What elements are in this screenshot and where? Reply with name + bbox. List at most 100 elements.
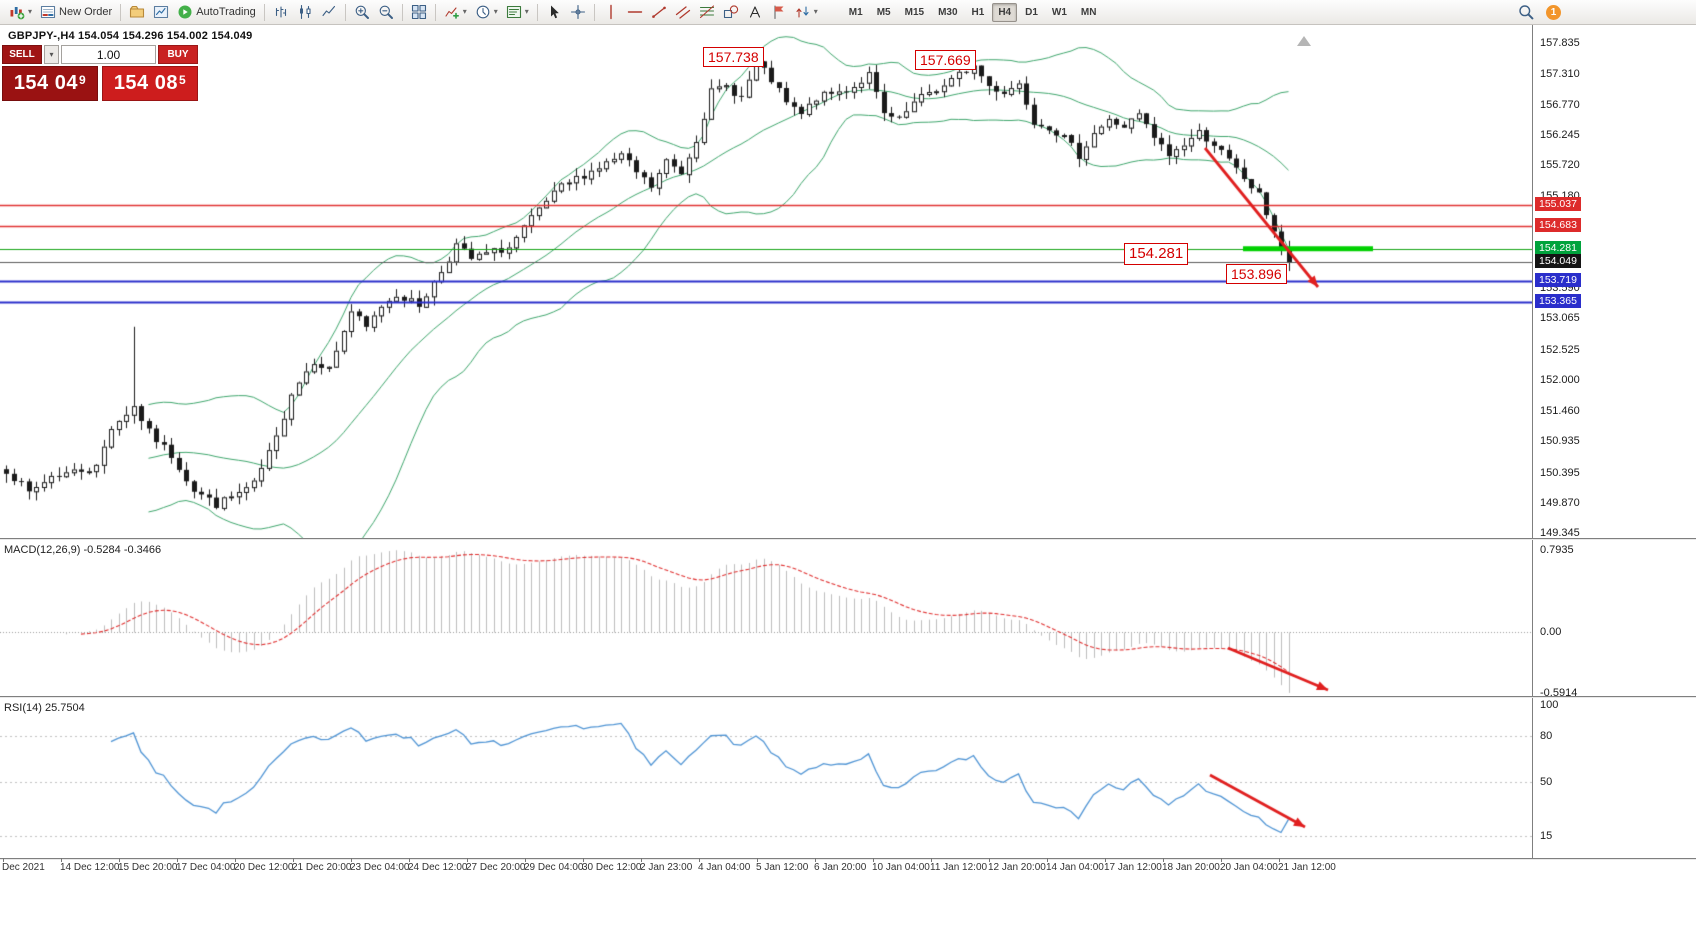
timeframe-d1[interactable]: D1 [1025, 6, 1038, 18]
templates-icon [506, 4, 522, 20]
horizontal-line-button[interactable] [623, 2, 647, 23]
shapes-button[interactable] [719, 2, 743, 23]
price-annotation[interactable]: 157.738 [703, 47, 764, 68]
volume-dropdown-caret-icon[interactable]: ▾ [44, 45, 59, 64]
timeframe-m5[interactable]: M5 [876, 6, 891, 18]
zoom-in-icon [354, 4, 370, 20]
autotrading-button[interactable]: AutoTrading [173, 2, 260, 23]
timeframe-m15[interactable]: M15 [904, 6, 925, 18]
bar-chart-button[interactable] [269, 2, 293, 23]
fibonacci-button[interactable] [695, 2, 719, 23]
rsi-axis-label: 100 [1540, 699, 1559, 711]
new-order-button[interactable]: New Order [36, 2, 116, 23]
autotrading-button-label: AutoTrading [196, 6, 256, 18]
price-annotation[interactable]: 154.281 [1124, 243, 1189, 265]
timeframe-w1[interactable]: W1 [1051, 6, 1067, 18]
timeframe-m30[interactable]: M30 [938, 6, 958, 18]
templates-button[interactable]: ▾ [502, 2, 533, 23]
bid-price-pip: 9 [78, 72, 87, 87]
macd-panel-separator[interactable] [0, 538, 1696, 539]
tile-windows-button[interactable] [407, 2, 431, 23]
time-axis-tick [293, 858, 294, 862]
rsi-panel-canvas[interactable] [0, 698, 1532, 858]
rsi-indicator-label: RSI(14) 25.7504 [4, 702, 85, 714]
price-chart-canvas[interactable] [0, 25, 1532, 538]
timeframe-m1[interactable]: M1 [848, 6, 863, 18]
price-axis-label: 150.395 [1540, 466, 1580, 479]
time-axis-tick [1105, 858, 1106, 862]
chart-shift-marker[interactable] [1297, 36, 1311, 46]
periods-button[interactable]: ▾ [471, 2, 502, 23]
time-axis-label: 12 Jan 20:00 [988, 862, 1046, 873]
big-sell-price-button[interactable]: 154 04 9 [2, 66, 98, 101]
text-label-button[interactable] [767, 2, 791, 23]
cursor-button[interactable] [542, 2, 566, 23]
equidistant-channel-button[interactable] [671, 2, 695, 23]
time-axis-tick [1163, 858, 1164, 862]
macd-panel-canvas[interactable] [0, 540, 1532, 696]
price-annotation[interactable]: 153.896 [1226, 264, 1287, 285]
toolbar-separator [263, 3, 265, 21]
price-axis-label: 157.835 [1540, 37, 1580, 50]
market-watch-button[interactable] [149, 2, 173, 23]
sell-button[interactable]: SELL [2, 45, 42, 64]
bar-chart-icon [273, 4, 289, 20]
price-annotation[interactable]: 157.669 [915, 50, 976, 71]
cursor-icon [546, 4, 562, 20]
timeframe-h4[interactable]: H4 [992, 2, 1018, 22]
price-axis-badge: 154.049 [1535, 254, 1581, 269]
tile-windows-icon [411, 4, 427, 20]
rsi-panel-separator[interactable] [0, 696, 1696, 697]
timeframe-mn[interactable]: MN [1080, 6, 1097, 18]
crosshair-icon [570, 4, 586, 20]
arrows-button[interactable]: ▾ [791, 2, 822, 23]
zoom-in-button[interactable] [350, 2, 374, 23]
time-axis-tick [873, 858, 874, 862]
toolbar-separator [593, 3, 595, 21]
time-axis-tick [931, 858, 932, 862]
dropdown-caret-icon: ▾ [524, 7, 529, 16]
new-chart-button[interactable]: ▾ [5, 2, 36, 23]
price-axis-label: 151.460 [1540, 405, 1580, 418]
big-buy-price-button[interactable]: 154 08 5 [102, 66, 198, 101]
macd-axis-label: -0.5914 [1540, 687, 1578, 699]
time-axis-label: 18 Jan 20:00 [1162, 862, 1220, 873]
search-icon [1518, 4, 1534, 20]
line-chart-button[interactable] [317, 2, 341, 23]
toolbar-separator [120, 3, 122, 21]
time-axis-tick [699, 858, 700, 862]
autotrading-icon [177, 4, 193, 20]
time-axis-label: 23 Dec 04:00 [350, 862, 410, 873]
zoom-out-button[interactable] [374, 2, 398, 23]
indicators-button[interactable]: ▾ [440, 2, 471, 23]
new-chart-icon [9, 4, 25, 20]
search-button[interactable] [1514, 2, 1538, 23]
vertical-line-button[interactable] [599, 2, 623, 23]
price-axis-label: 156.245 [1540, 128, 1580, 141]
time-axis-tick [467, 858, 468, 862]
price-axis-label: 157.310 [1540, 67, 1580, 80]
vertical-line-icon [603, 4, 619, 20]
buy-button[interactable]: BUY [158, 45, 198, 64]
trendline-button[interactable] [647, 2, 671, 23]
time-axis-label: 21 Dec 20:00 [292, 862, 352, 873]
price-axis-badge: 154.281 [1535, 240, 1581, 255]
price-axis-badge: 153.719 [1535, 273, 1581, 288]
symbol-ohlc-label: GBPJPY-,H4 154.054 154.296 154.002 154.0… [8, 30, 253, 42]
notification-badge[interactable]: 1 [1546, 4, 1561, 20]
time-axis-label: 29 Dec 04:00 [524, 862, 584, 873]
time-axis-tick [525, 858, 526, 862]
crosshair-button[interactable] [566, 2, 590, 23]
price-axis-label: 149.870 [1540, 496, 1580, 509]
timeframe-h1[interactable]: H1 [971, 6, 985, 18]
time-axis-label: 14 Dec 12:00 [60, 862, 120, 873]
price-axis-badge: 153.365 [1535, 293, 1581, 308]
text-button[interactable] [743, 2, 767, 23]
profiles-button[interactable] [125, 2, 149, 23]
time-axis-label: 24 Dec 12:00 [408, 862, 468, 873]
time-axis-label: 15 Dec 20:00 [118, 862, 178, 873]
volume-input[interactable] [61, 45, 156, 64]
candlestick-chart-button[interactable] [293, 2, 317, 23]
trendline-icon [651, 4, 667, 20]
